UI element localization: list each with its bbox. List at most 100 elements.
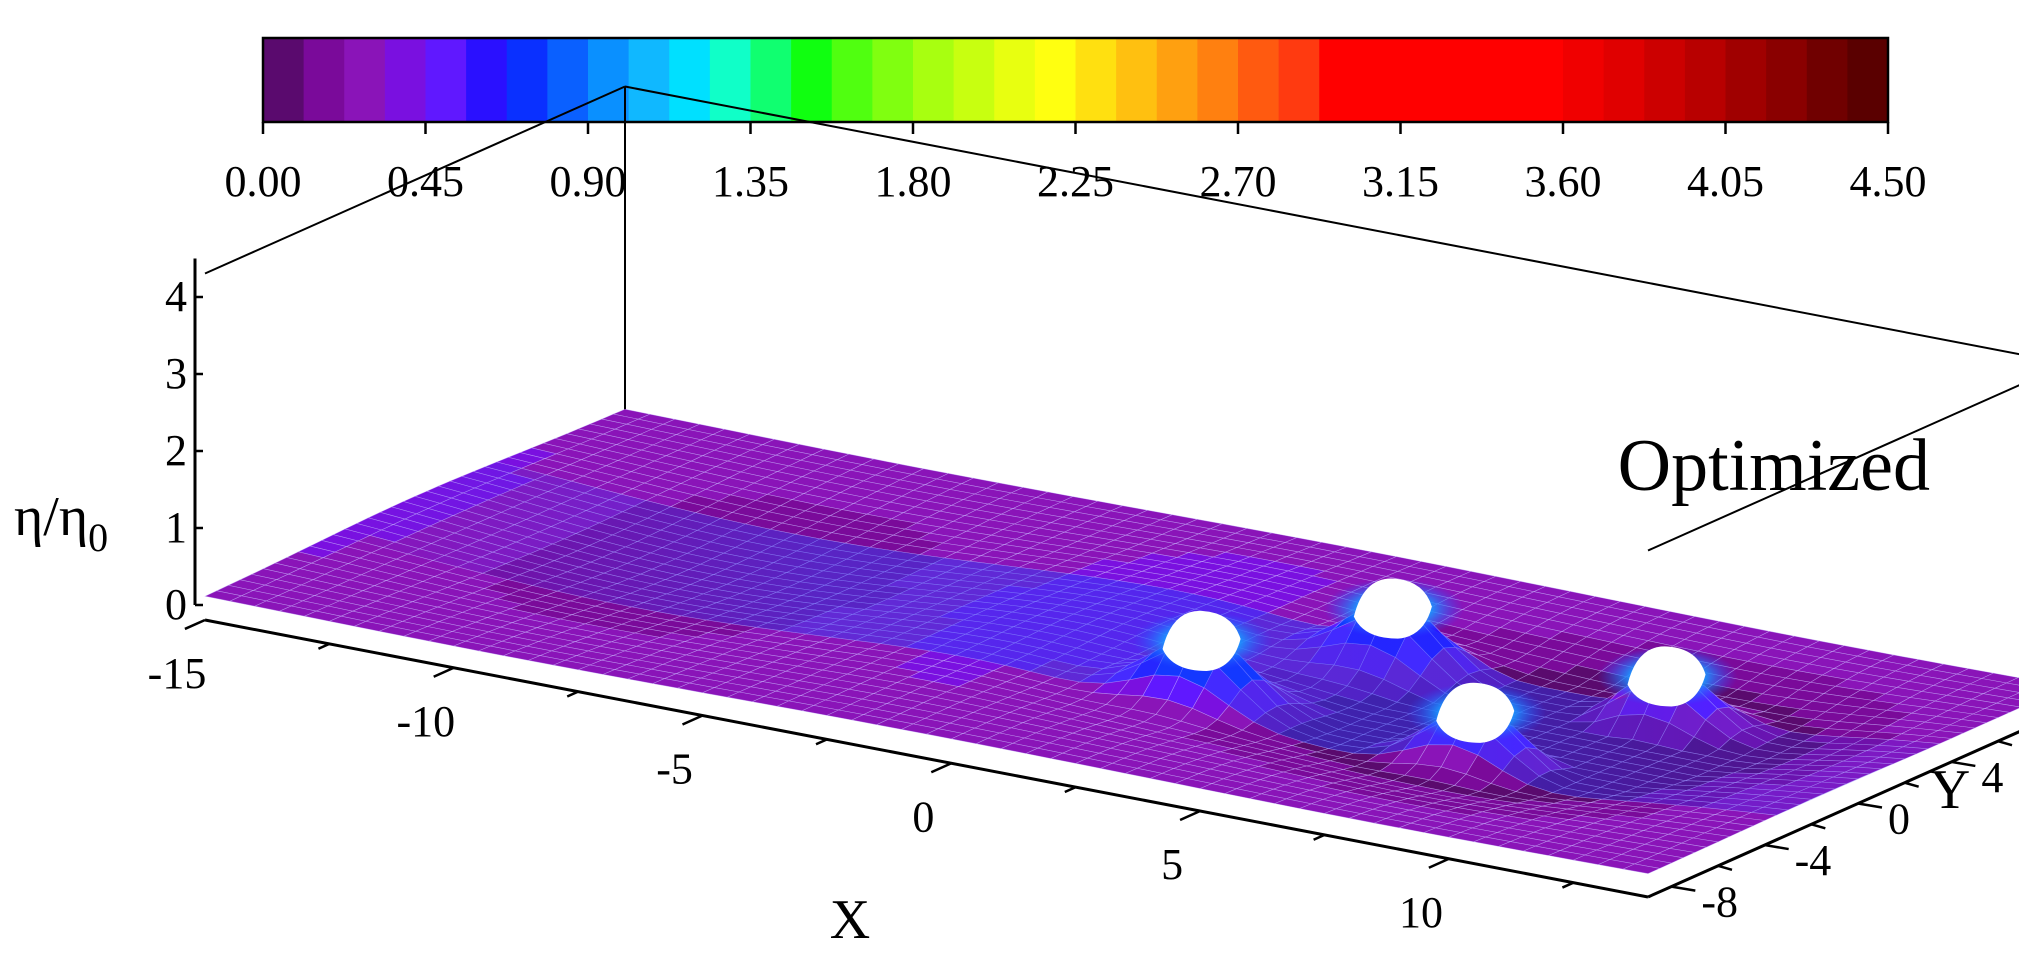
colorbar-swatch	[1481, 38, 1523, 122]
surface-cell	[1622, 863, 1661, 874]
colorbar-swatch	[384, 38, 427, 122]
x-tick	[1064, 786, 1077, 794]
axis-box-back	[204, 85, 2019, 552]
x-tick-label: -5	[656, 745, 693, 794]
x-axis-line	[204, 618, 1649, 899]
colorbar-swatch	[1603, 38, 1645, 122]
colorbar-tick-labels: 0.00 0.45 0.90 1.35 1.80 2.25 2.70 3.15 3.60 4.05…	[225, 122, 1927, 206]
x-axis-ticks: -15 -10 -5 0 5 10	[148, 618, 1574, 937]
z-axis-label-subscript: 0	[88, 515, 108, 560]
colorbar-swatch	[425, 38, 467, 122]
colorbar-tick-label: 4.05	[1687, 157, 1764, 206]
colorbar-swatch	[994, 38, 1036, 122]
colorbar-swatch	[344, 38, 386, 122]
x-tick	[815, 738, 828, 746]
colorbar-swatch	[466, 38, 508, 122]
cylinder-hole	[1436, 682, 1515, 743]
colorbar-swatch	[953, 38, 995, 122]
colorbar-swatch	[1034, 38, 1077, 122]
colorbar-swatch	[913, 38, 955, 122]
colorbar-swatch	[303, 38, 345, 122]
x-tick-label: -15	[148, 649, 207, 698]
x-tick-label: -10	[396, 697, 455, 746]
x-tick	[1428, 857, 1450, 869]
z-axis-ticks: 0 1 2 3 4	[165, 272, 203, 629]
x-tick	[930, 762, 952, 774]
box-edge	[624, 85, 2019, 356]
z-tick-label: 3	[165, 349, 187, 398]
colorbar-swatch	[1075, 38, 1117, 122]
colorbar-tick-label: 3.15	[1362, 157, 1439, 206]
colorbar-swatch	[263, 38, 305, 122]
colorbar-swatch	[1319, 38, 1361, 122]
colorbar-tick-label: 0.90	[550, 157, 627, 206]
z-tick-label: 4	[165, 272, 187, 321]
colorbar-swatch	[1725, 38, 1767, 122]
colorbar-swatch	[1644, 38, 1686, 122]
colorbar-swatch	[547, 38, 589, 122]
y-tick-label: 4	[1981, 753, 2003, 802]
x-tick	[1313, 833, 1326, 841]
z-tick-label: 0	[165, 580, 187, 629]
y-tick-label: -4	[1795, 836, 1832, 885]
y-tick-label: 0	[1888, 795, 1910, 844]
optimized-annotation: Optimized	[1618, 425, 1930, 507]
colorbar-swatch	[1359, 38, 1402, 122]
colorbar-swatch	[588, 38, 630, 122]
y-tick	[1857, 802, 1883, 809]
colorbar-swatch	[1806, 38, 1848, 122]
y-tick-label: -8	[1701, 878, 1738, 927]
x-tick	[433, 666, 455, 678]
colorbar-swatch	[1847, 38, 1889, 122]
x-tick	[317, 642, 330, 650]
colorbar-swatch	[872, 38, 914, 122]
colorbar-swatch	[1238, 38, 1280, 122]
x-tick-label: 5	[1161, 840, 1183, 889]
x-tick	[1179, 809, 1201, 822]
y-tick	[1717, 864, 1733, 872]
surface-plot	[204, 408, 2019, 874]
cylinder-hole	[1627, 646, 1706, 707]
colorbar-swatch	[1563, 38, 1605, 122]
colorbar-swatch	[1441, 38, 1483, 122]
y-tick	[1997, 739, 2013, 747]
z-tick-label: 2	[165, 426, 187, 475]
colorbar-tick-label: 2.25	[1037, 157, 1114, 206]
x-tick	[566, 690, 579, 698]
colorbar-swatch	[1400, 38, 1442, 122]
surface-cell	[2007, 692, 2019, 701]
x-tick-label: 10	[1399, 888, 1443, 937]
y-tick	[1904, 781, 1920, 788]
colorbar-tick-label: 1.80	[875, 157, 952, 206]
x-axis-label: X	[830, 889, 870, 951]
y-axis-label: Y	[1930, 759, 1970, 821]
box-edge	[1647, 384, 2019, 552]
z-axis-label: η/η0	[14, 486, 108, 560]
colorbar-swatch	[1197, 38, 1239, 122]
y-axis-ticks: -8-4048	[1671, 739, 2013, 927]
colorbar-swatch	[1156, 38, 1198, 122]
colorbar-swatch	[791, 38, 833, 122]
x-tick-label: 0	[912, 792, 934, 841]
colorbar-tick-label: 0.45	[387, 157, 464, 206]
cylinder-hole	[1162, 610, 1241, 671]
colorbar-swatch	[1278, 38, 1320, 122]
colorbar-swatch	[628, 38, 670, 122]
colorbar	[261, 36, 1890, 124]
colorbar-swatch	[750, 38, 792, 122]
box-edge	[204, 85, 626, 275]
colorbar-swatch	[831, 38, 873, 122]
colorbar-tick-label: 2.70	[1200, 157, 1277, 206]
z-axis-label-main: η/η	[14, 486, 88, 548]
x-tick	[1561, 881, 1574, 889]
cylinder-hole	[1353, 578, 1432, 639]
colorbar-swatch	[669, 38, 711, 122]
colorbar-swatch	[506, 38, 548, 122]
y-tick	[1951, 760, 1976, 768]
z-tick-label: 1	[165, 503, 187, 552]
colorbar-swatch	[1766, 38, 1808, 122]
y-tick	[1810, 823, 1826, 830]
colorbar-swatch	[1116, 38, 1158, 122]
colorbar-swatch	[1522, 38, 1564, 122]
